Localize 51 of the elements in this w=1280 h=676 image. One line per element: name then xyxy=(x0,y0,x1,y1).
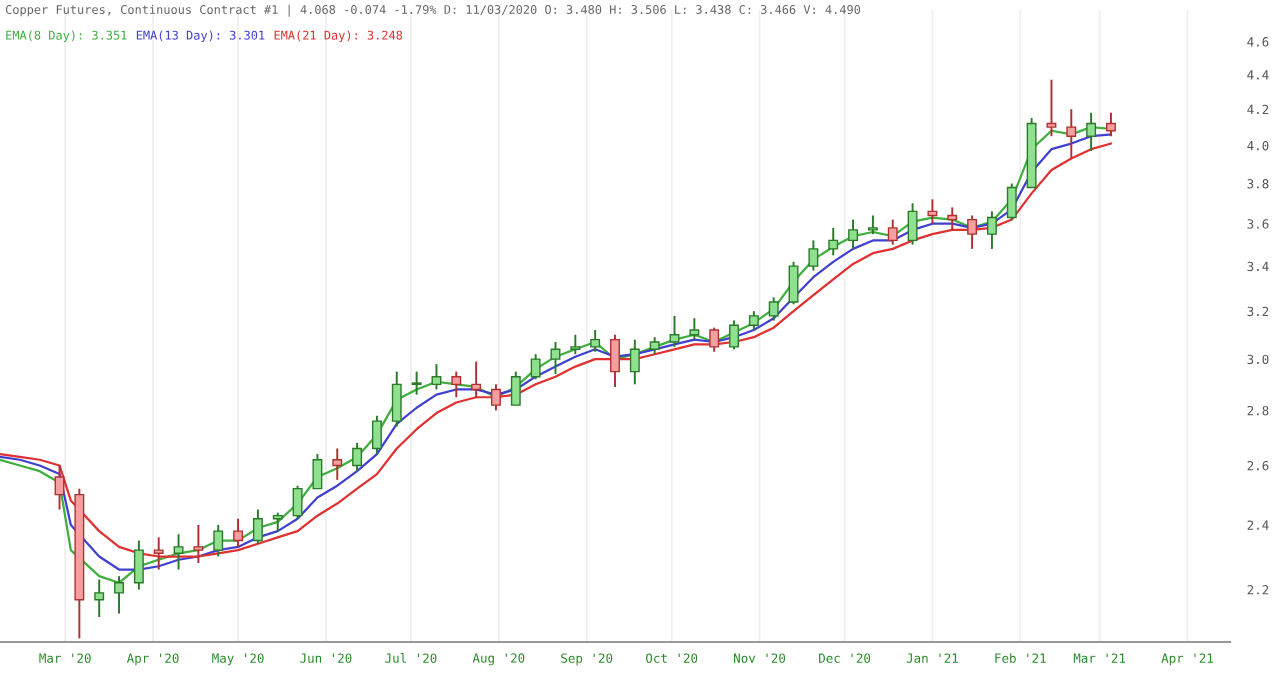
candlestick xyxy=(530,353,541,381)
candlestick xyxy=(391,370,402,428)
candlestick xyxy=(610,333,620,388)
candlestick xyxy=(1086,111,1097,152)
candlestick xyxy=(431,363,442,391)
candlestick xyxy=(768,296,779,322)
candlestick xyxy=(213,523,224,558)
candlestick xyxy=(451,370,462,399)
candlestick xyxy=(411,370,422,396)
candlestick xyxy=(907,202,918,246)
candlestick xyxy=(173,533,184,571)
candlestick xyxy=(233,517,244,548)
candlestick xyxy=(629,338,640,386)
candlestick xyxy=(748,310,759,331)
candlestick xyxy=(986,210,997,250)
candlestick xyxy=(927,198,938,225)
candlestick xyxy=(153,536,164,571)
candlestick xyxy=(590,329,601,353)
candlestick xyxy=(491,383,501,412)
candlestick xyxy=(788,260,799,306)
candlestick xyxy=(550,341,561,376)
candlestick xyxy=(292,484,303,520)
candlestick xyxy=(312,453,323,490)
candlestick xyxy=(193,523,204,564)
candlestick xyxy=(332,447,343,481)
candlestick xyxy=(1046,78,1057,138)
candlestick xyxy=(669,314,680,348)
candlestick xyxy=(1006,182,1017,221)
candlestick xyxy=(867,214,878,236)
candlestick xyxy=(828,226,839,257)
candlestick xyxy=(1066,108,1077,160)
candlestick xyxy=(510,370,521,407)
candlestick xyxy=(887,218,898,246)
candlestick xyxy=(252,508,263,545)
candlestick xyxy=(114,575,124,615)
candlestick xyxy=(689,317,700,341)
candlestick xyxy=(352,441,363,473)
candlestick xyxy=(94,578,105,619)
candlestick xyxy=(272,511,283,533)
candlestick xyxy=(54,464,65,511)
candlestick xyxy=(371,414,382,456)
candlestick xyxy=(709,326,720,353)
candlestick xyxy=(967,214,978,250)
candlestick xyxy=(1106,111,1116,138)
candlestick xyxy=(729,319,739,351)
candlestick xyxy=(471,360,482,399)
candlestick xyxy=(570,333,581,356)
candlestick xyxy=(808,239,819,272)
candlestick xyxy=(848,218,859,250)
candlestick xyxy=(133,539,144,591)
candlestick xyxy=(947,206,958,231)
